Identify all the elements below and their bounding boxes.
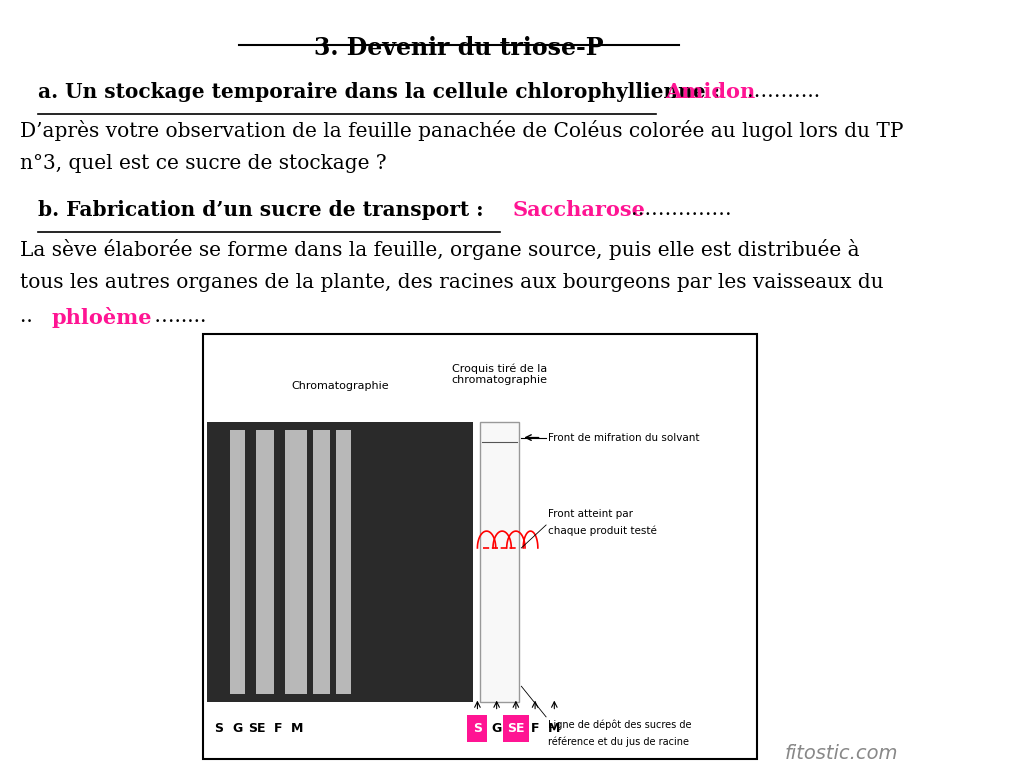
Text: Saccharose: Saccharose [512, 200, 645, 220]
Text: Ligne de dépôt des sucres de: Ligne de dépôt des sucres de [548, 720, 691, 730]
Text: ..: .. [19, 307, 39, 326]
Text: M: M [291, 722, 303, 735]
Text: Front atteint par: Front atteint par [548, 508, 633, 518]
Text: SE: SE [248, 722, 265, 735]
Text: a. Un stockage temporaire dans la cellule chlorophyllienne :: a. Un stockage temporaire dans la cellul… [38, 81, 720, 101]
Text: n°3, quel est ce sucre de stockage ?: n°3, quel est ce sucre de stockage ? [19, 154, 386, 174]
Text: D’après votre observation de la feuille panachée de Coléus colorée au lugol lors: D’après votre observation de la feuille … [19, 120, 903, 141]
Text: tous les autres organes de la plante, des racines aux bourgeons par les vaisseau: tous les autres organes de la plante, de… [19, 273, 884, 292]
Text: F: F [273, 722, 282, 735]
Text: S: S [214, 722, 223, 735]
Text: ……………: …………… [631, 200, 732, 220]
Text: ….....: …..... [147, 307, 206, 326]
Text: phloème: phloème [52, 307, 153, 329]
Text: ………..: ……….. [748, 81, 820, 101]
Bar [256, 430, 274, 694]
Bar [480, 422, 518, 701]
Text: G: G [232, 722, 243, 735]
Text: 3. Devenir du triose-P: 3. Devenir du triose-P [314, 36, 604, 60]
Bar [230, 430, 245, 694]
Text: référence et du jus de racine: référence et du jus de racine [548, 736, 689, 746]
Text: Front de mifration du solvant: Front de mifration du solvant [548, 432, 699, 442]
Bar [285, 430, 307, 694]
Text: G: G [492, 722, 502, 735]
Text: SE: SE [507, 722, 524, 735]
Text: Chromatographie: Chromatographie [291, 381, 389, 391]
Bar [312, 430, 330, 694]
Text: La sève élaborée se forme dans la feuille, organe source, puis elle est distribu: La sève élaborée se forme dans la feuill… [19, 239, 859, 260]
Text: chaque produit testé: chaque produit testé [548, 526, 656, 536]
Bar [203, 334, 757, 759]
Text: Croquis tiré de la
chromatographie: Croquis tiré de la chromatographie [452, 363, 548, 385]
Bar [208, 422, 473, 701]
Bar [337, 430, 351, 694]
Text: F: F [530, 722, 540, 735]
Text: b. Fabrication d’un sucre de transport :: b. Fabrication d’un sucre de transport : [38, 200, 483, 220]
Text: M: M [548, 722, 560, 735]
Bar [503, 714, 528, 742]
Bar [467, 714, 487, 742]
Text: Amidon: Amidon [666, 81, 756, 101]
Text: fitostic.com: fitostic.com [785, 743, 898, 763]
Text: S: S [473, 722, 482, 735]
